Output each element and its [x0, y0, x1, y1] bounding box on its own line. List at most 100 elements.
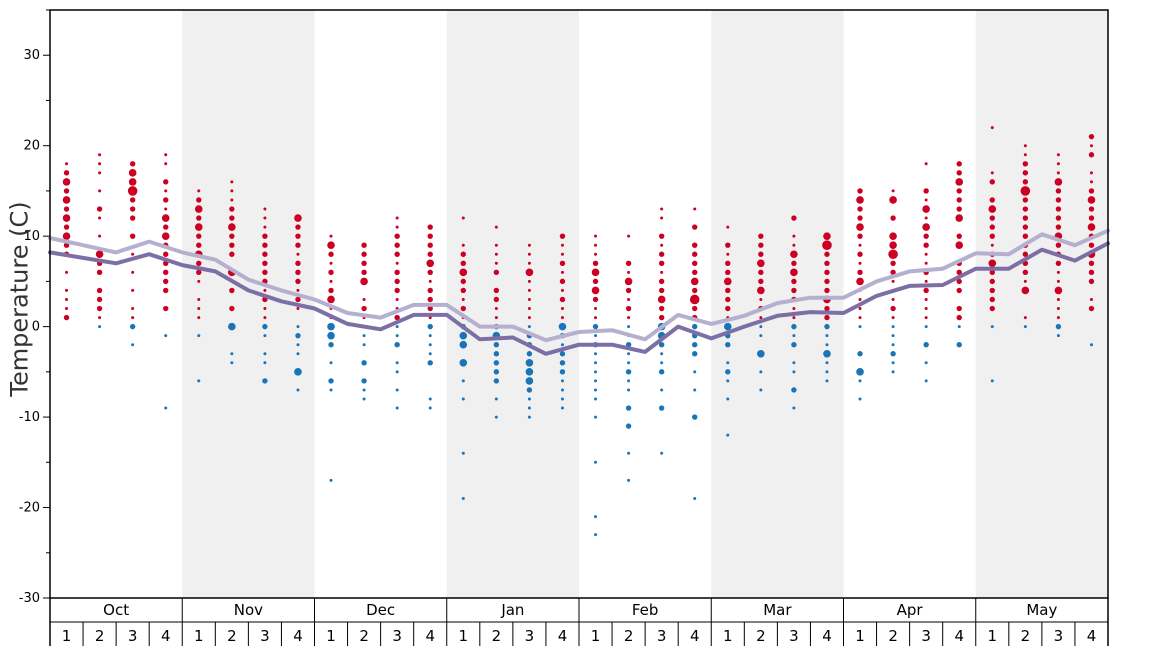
temperature-dot: [594, 370, 598, 374]
temperature-dot: [824, 314, 830, 321]
month-label-may: May: [1026, 601, 1057, 619]
temperature-dot: [131, 252, 135, 256]
temperature-dot: [493, 369, 500, 375]
temperature-dot: [990, 171, 994, 175]
temperature-dot: [924, 316, 928, 320]
week-label: 2: [624, 627, 634, 645]
week-label: 3: [392, 627, 402, 645]
temperature-dot: [65, 270, 69, 274]
temperature-dot: [1023, 144, 1027, 148]
temperature-dot: [493, 351, 500, 357]
temperature-dot: [658, 369, 665, 375]
temperature-dot: [660, 243, 664, 247]
temperature-dot: [1088, 206, 1095, 212]
temperature-dot: [857, 206, 863, 212]
temperature-dot: [956, 197, 962, 203]
temperature-dot: [1056, 162, 1060, 166]
temperature-dot: [692, 287, 698, 294]
temperature-dot: [1056, 297, 1060, 301]
temperature-dot: [858, 261, 862, 265]
temperature-dot: [956, 305, 962, 312]
temperature-dot: [791, 387, 797, 393]
temperature-dot: [494, 261, 498, 265]
week-label: 3: [1054, 627, 1064, 645]
temperature-dot: [527, 252, 531, 256]
month-label-apr: Apr: [897, 601, 924, 619]
temperature-dot: [792, 234, 796, 238]
temperature-dot: [197, 379, 201, 383]
temperature-dot: [295, 224, 301, 230]
temperature-dot: [592, 278, 599, 285]
temperature-dot: [229, 242, 235, 248]
temperature-dot: [625, 369, 632, 375]
temperature-dot: [592, 296, 599, 303]
temperature-dot: [792, 307, 796, 311]
temperature-dot: [1054, 178, 1063, 186]
temperature-dot: [858, 307, 862, 311]
temperature-dot: [955, 178, 964, 186]
temperature-dot: [559, 278, 566, 285]
temperature-dot: [460, 251, 466, 257]
temperature-dot: [394, 251, 400, 257]
temperature-dot: [560, 270, 564, 274]
temperature-dot: [660, 207, 664, 211]
week-label: 2: [756, 627, 766, 645]
temperature-dot: [197, 307, 201, 311]
week-label: 4: [293, 627, 303, 645]
temperature-dot: [890, 215, 896, 221]
temperature-dot: [989, 296, 995, 303]
temperature-dot: [461, 297, 465, 301]
temperature-dot: [1089, 180, 1093, 184]
temperature-dot: [758, 251, 764, 257]
temperature-dot: [196, 215, 202, 221]
temperature-dot: [1088, 188, 1095, 194]
temperature-dot: [164, 153, 168, 157]
temperature-dot: [296, 252, 300, 256]
temperature-dot: [1087, 223, 1096, 231]
temperature-dot: [263, 225, 267, 229]
temperature-dot: [98, 189, 102, 193]
temperature-dot: [459, 340, 468, 349]
temperature-dot: [1088, 278, 1095, 285]
month-shade-may: [975, 10, 1108, 598]
temperature-dot: [327, 322, 335, 331]
temperature-dot: [1056, 171, 1060, 175]
temperature-dot: [560, 388, 564, 392]
temperature-dot: [427, 251, 433, 257]
temperature-dot: [62, 232, 71, 240]
temperature-dot: [395, 406, 399, 410]
temperature-dot: [858, 316, 862, 320]
temperature-dot: [63, 206, 70, 212]
x-axis: Oct 1 2 3 4 Nov 1 2 3 4 Dec 1 2 3 4 Jan 1 2 3 4 Feb 1 2 3 4 Mar 1 2…: [49, 598, 1109, 646]
temperature-dot: [923, 342, 929, 348]
temperature-dot: [427, 360, 433, 366]
temperature-dot: [924, 361, 928, 365]
temperature-dot: [824, 323, 830, 330]
temperature-dot: [924, 325, 928, 329]
week-label: 4: [1087, 627, 1097, 645]
temperature-dot: [825, 343, 829, 347]
temperature-dot: [924, 307, 928, 311]
temperature-dot: [560, 397, 564, 401]
week-label: 2: [492, 627, 502, 645]
temperature-dot: [427, 224, 433, 230]
temperature-dot: [758, 269, 764, 276]
temperature-dot: [295, 296, 301, 303]
temperature-dot: [95, 250, 104, 259]
temperature-dot: [196, 269, 202, 276]
temperature-dot: [1088, 260, 1095, 266]
temperature-dot: [594, 379, 598, 383]
temperature-dot: [228, 223, 236, 231]
y-tick-label: 10: [23, 229, 40, 244]
temperature-dot: [494, 252, 498, 256]
week-label: 4: [690, 627, 700, 645]
temperature-dot: [560, 316, 564, 320]
temperature-dot: [559, 260, 566, 266]
temperature-dot: [956, 233, 962, 239]
average-line-dark: [48, 241, 1110, 356]
week-label: 3: [657, 627, 667, 645]
temperature-dot: [759, 370, 763, 374]
temperature-dot: [262, 269, 268, 276]
temperature-dot: [924, 198, 928, 202]
temperature-dot: [197, 189, 201, 193]
